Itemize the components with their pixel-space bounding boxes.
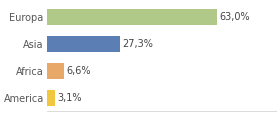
Text: 27,3%: 27,3% (123, 39, 153, 49)
Bar (46, 63, 64, 79)
Text: 63,0%: 63,0% (219, 12, 250, 22)
Text: 6,6%: 6,6% (67, 66, 91, 76)
Bar (46, 36, 120, 52)
Text: 3,1%: 3,1% (57, 93, 81, 103)
Bar (46, 9, 217, 25)
Bar (46, 90, 55, 106)
